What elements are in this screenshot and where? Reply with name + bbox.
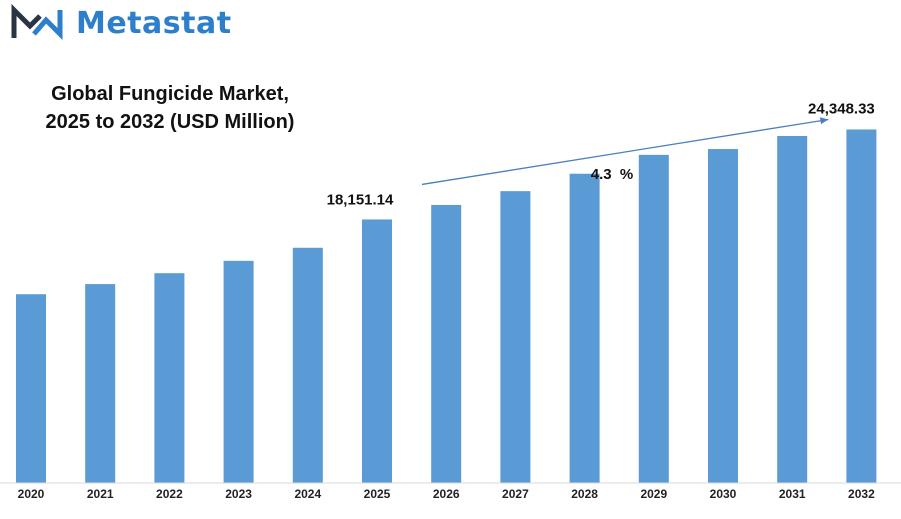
x-tick-label: 2032 bbox=[848, 487, 875, 501]
bar-2020 bbox=[16, 294, 46, 483]
end-value-label: 24,348.33 bbox=[808, 100, 875, 117]
x-tick-label: 2021 bbox=[87, 487, 114, 501]
bar-2022 bbox=[154, 273, 185, 483]
bar-2031 bbox=[777, 135, 808, 484]
bar-2021 bbox=[85, 284, 116, 483]
bar-2032 bbox=[846, 129, 877, 483]
bar-2028 bbox=[569, 173, 600, 483]
x-tick-label: 2024 bbox=[294, 487, 321, 501]
brand-name: Metastat bbox=[76, 5, 232, 41]
trend-arrow-line bbox=[421, 118, 829, 186]
chart-title: Global Fungicide Market, 2025 to 2032 (U… bbox=[20, 80, 320, 136]
x-tick-label: 2023 bbox=[225, 487, 252, 501]
bar-2029 bbox=[638, 154, 669, 483]
x-tick-label: 2026 bbox=[433, 487, 460, 501]
x-tick-label: 2028 bbox=[571, 487, 598, 501]
bar-2023 bbox=[223, 260, 254, 483]
brand-logo: Metastat bbox=[10, 4, 232, 42]
x-tick-label: 2025 bbox=[364, 487, 391, 501]
bar-2025 bbox=[362, 219, 392, 484]
bar-2030 bbox=[708, 149, 738, 484]
chart-title-line-1: Global Fungicide Market, bbox=[51, 83, 289, 105]
x-tick-label: 2027 bbox=[502, 487, 529, 501]
start-value-label: 18,151.14 bbox=[327, 191, 394, 208]
x-tick-label: 2020 bbox=[18, 487, 45, 501]
bar-2027 bbox=[500, 191, 531, 483]
x-tick-label: 2031 bbox=[779, 487, 806, 501]
cagr-label: 4.3 % bbox=[591, 166, 634, 183]
x-tick-label: 2030 bbox=[710, 487, 737, 501]
bar-2024 bbox=[292, 247, 323, 483]
x-tick-label: 2022 bbox=[156, 487, 183, 501]
bar-2026 bbox=[431, 204, 462, 483]
x-tick-label: 2029 bbox=[640, 487, 667, 501]
metastat-m-logo-icon bbox=[11, 4, 63, 41]
trend-arrow-head bbox=[819, 117, 829, 125]
chart-title-line-2: 2025 to 2032 (USD Million) bbox=[45, 111, 295, 133]
